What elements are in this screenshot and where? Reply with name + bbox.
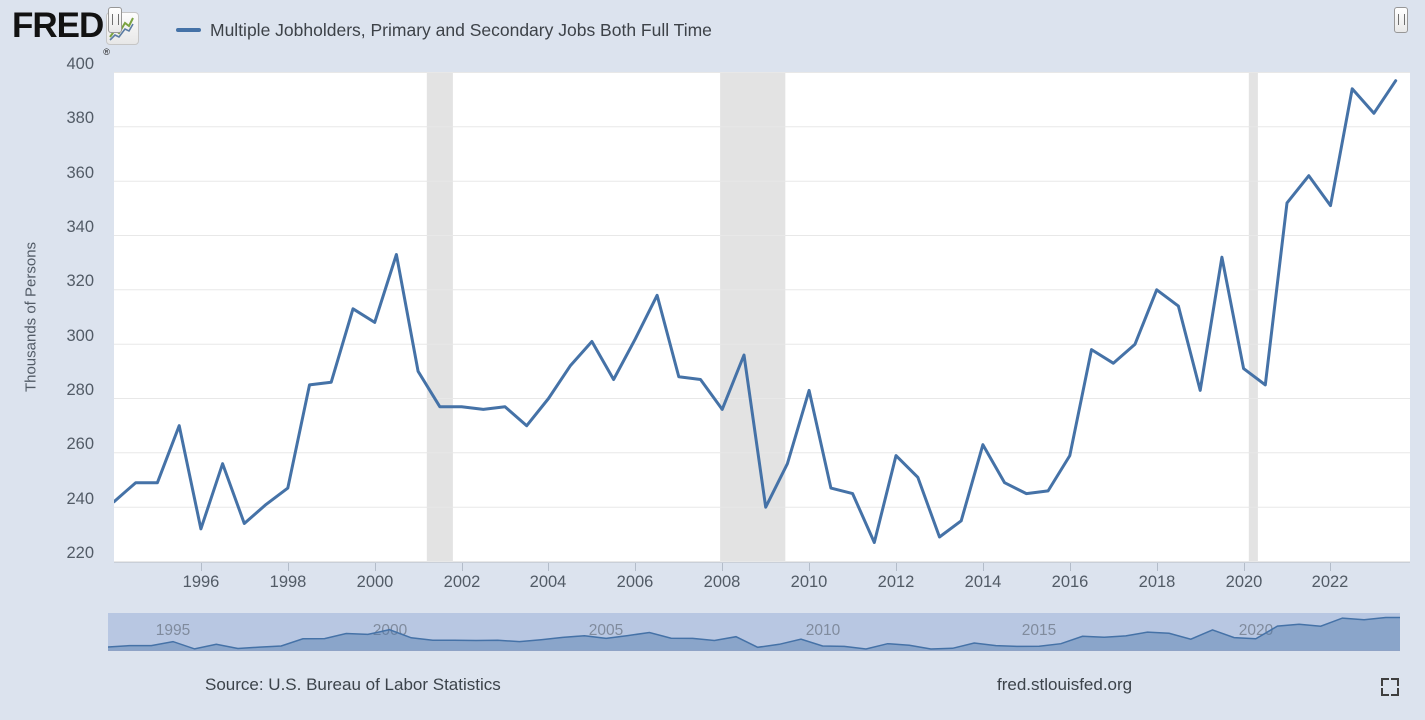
recession-band (426, 72, 453, 562)
x-tick-label: 1998 (269, 573, 307, 591)
x-tick-mark (375, 563, 376, 571)
x-tick-mark (1244, 563, 1245, 571)
range-slider[interactable]: 199520002005201020152020 (108, 613, 1400, 651)
y-tick-label: 280 (66, 381, 94, 399)
y-tick-label: 320 (66, 272, 94, 290)
x-tick-mark (288, 563, 289, 571)
x-tick-label: 1996 (182, 573, 220, 591)
x-tick-mark (635, 563, 636, 571)
site-link[interactable]: fred.stlouisfed.org (997, 675, 1133, 694)
y-tick-label: 380 (66, 109, 94, 127)
x-tick-label: 2012 (877, 573, 915, 591)
slider-year-label: 2015 (1021, 622, 1057, 639)
x-tick-label: 2018 (1138, 573, 1176, 591)
series-line (114, 79, 1398, 544)
y-tick-label: 400 (66, 55, 94, 73)
grip-vertical-icon (111, 14, 119, 25)
y-tick-label: 240 (66, 490, 94, 508)
x-tick-mark (896, 563, 897, 571)
slider-right-handle[interactable] (1394, 7, 1408, 33)
x-tick-label: 2004 (529, 573, 567, 591)
x-tick-mark (809, 563, 810, 571)
x-tick-label: 2008 (703, 573, 741, 591)
x-tick-label: 2014 (964, 573, 1002, 591)
fullscreen-icon (1381, 678, 1389, 686)
x-tick-mark (548, 563, 549, 571)
x-tick-mark (983, 563, 984, 571)
slider-year-label: 1995 (155, 622, 191, 639)
x-tick-label: 2000 (356, 573, 394, 591)
x-tick-mark (201, 563, 202, 571)
fred-logo[interactable]: FRED® (12, 6, 110, 57)
recession-band (720, 72, 786, 562)
y-axis-title: Thousands of Persons (22, 241, 40, 393)
plot-area[interactable] (114, 72, 1410, 563)
slider-area-chart (108, 616, 1400, 650)
main-chart (114, 72, 1410, 562)
legend-dash (176, 28, 201, 32)
legend-label: Multiple Jobholders, Primary and Seconda… (210, 19, 712, 40)
x-tick-label: 2016 (1051, 573, 1089, 591)
x-tick-label: 2020 (1225, 573, 1263, 591)
x-tick-mark (722, 563, 723, 571)
slider-year-label: 2005 (588, 622, 624, 639)
x-tick-mark (462, 563, 463, 571)
y-tick-label: 300 (66, 327, 94, 345)
slider-left-handle[interactable] (108, 7, 122, 33)
y-tick-label: 360 (66, 164, 94, 182)
grip-vertical-icon (1397, 14, 1405, 25)
slider-year-label: 2020 (1238, 622, 1274, 639)
slider-line (108, 616, 1400, 650)
x-tick-label: 2002 (443, 573, 481, 591)
x-tick-mark (1157, 563, 1158, 571)
slider-year-label: 2010 (805, 622, 841, 639)
x-tick-label: 2010 (790, 573, 828, 591)
fullscreen-button[interactable] (1381, 678, 1399, 696)
slider-area (108, 617, 1400, 650)
source-text: Source: U.S. Bureau of Labor Statistics (205, 675, 501, 694)
y-tick-label: 340 (66, 218, 94, 236)
registered-mark: ® (103, 47, 110, 57)
y-tick-label: 260 (66, 435, 94, 453)
y-tick-label: 220 (66, 544, 94, 562)
x-tick-label: 2006 (616, 573, 654, 591)
x-tick-mark (1330, 563, 1331, 571)
x-tick-mark (1070, 563, 1071, 571)
recession-band (1248, 72, 1258, 562)
series-legend: Multiple Jobholders, Primary and Seconda… (176, 18, 712, 42)
x-tick-label: 2022 (1311, 573, 1349, 591)
